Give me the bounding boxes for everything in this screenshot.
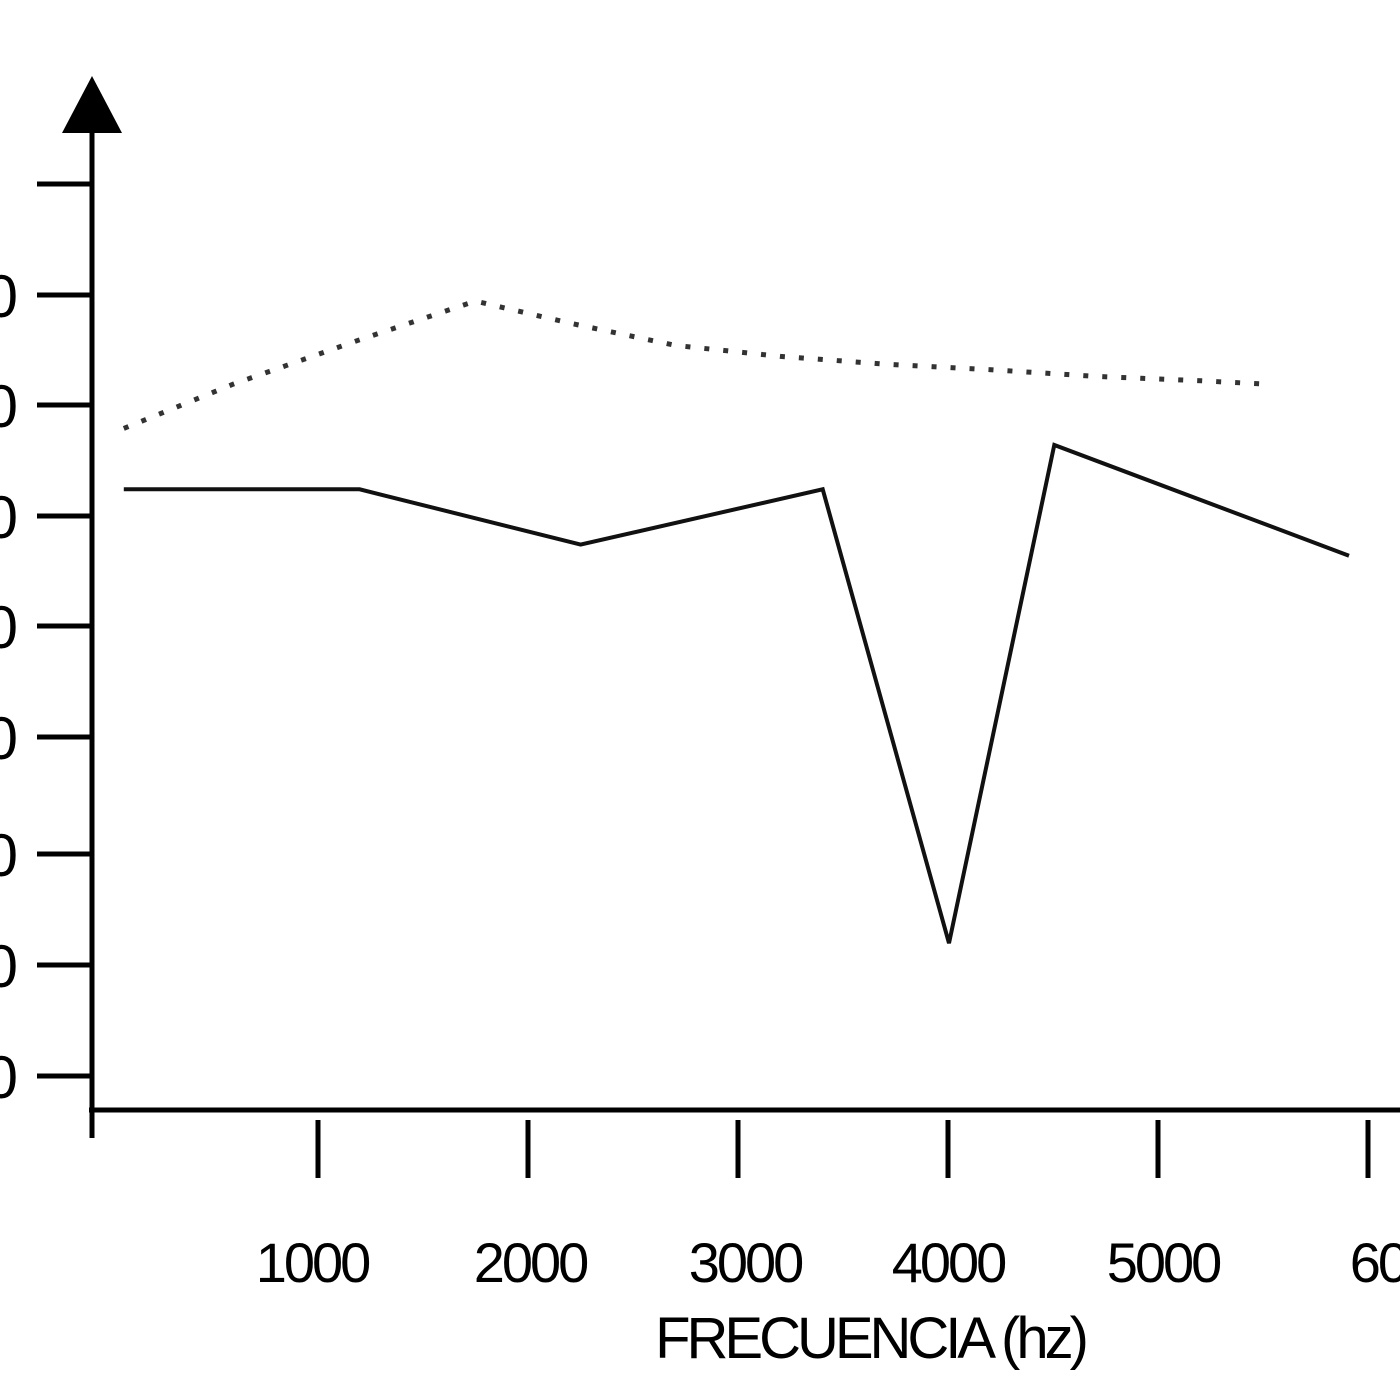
y-tick-label: 0 (0, 594, 18, 661)
series-line-solid (123, 442, 1350, 944)
y-tick-label: 0 (0, 933, 18, 1000)
series (122, 298, 1350, 944)
x-ticks: 1000 2000 3000 4000 5000 600 (89, 1120, 1400, 1294)
x-tick-label: 4000 (892, 1231, 1005, 1294)
y-tick-label: 0 (0, 484, 18, 551)
axes (62, 76, 1400, 1138)
series-line-dotted (122, 298, 1265, 431)
y-tick-label: 0 (0, 822, 18, 889)
x-tick-label: 5000 (1107, 1231, 1220, 1294)
x-tick-label: 3000 (689, 1231, 802, 1294)
x-tick-label: 1000 (256, 1231, 369, 1294)
y-tick-label: 0 (0, 263, 18, 330)
x-axis-title: FRECUENCIA (hz) (655, 1306, 1086, 1371)
y-tick-label: 0 (0, 705, 18, 772)
y-axis-arrow-icon (62, 76, 122, 133)
x-tick-label: 2000 (474, 1231, 587, 1294)
y-tick-label: 0 (0, 1044, 18, 1111)
y-ticks: 0 0 0 0 0 0 0 0 (0, 181, 92, 1111)
y-tick-label: 0 (0, 373, 18, 440)
x-tick-label: 600 (1350, 1231, 1400, 1294)
